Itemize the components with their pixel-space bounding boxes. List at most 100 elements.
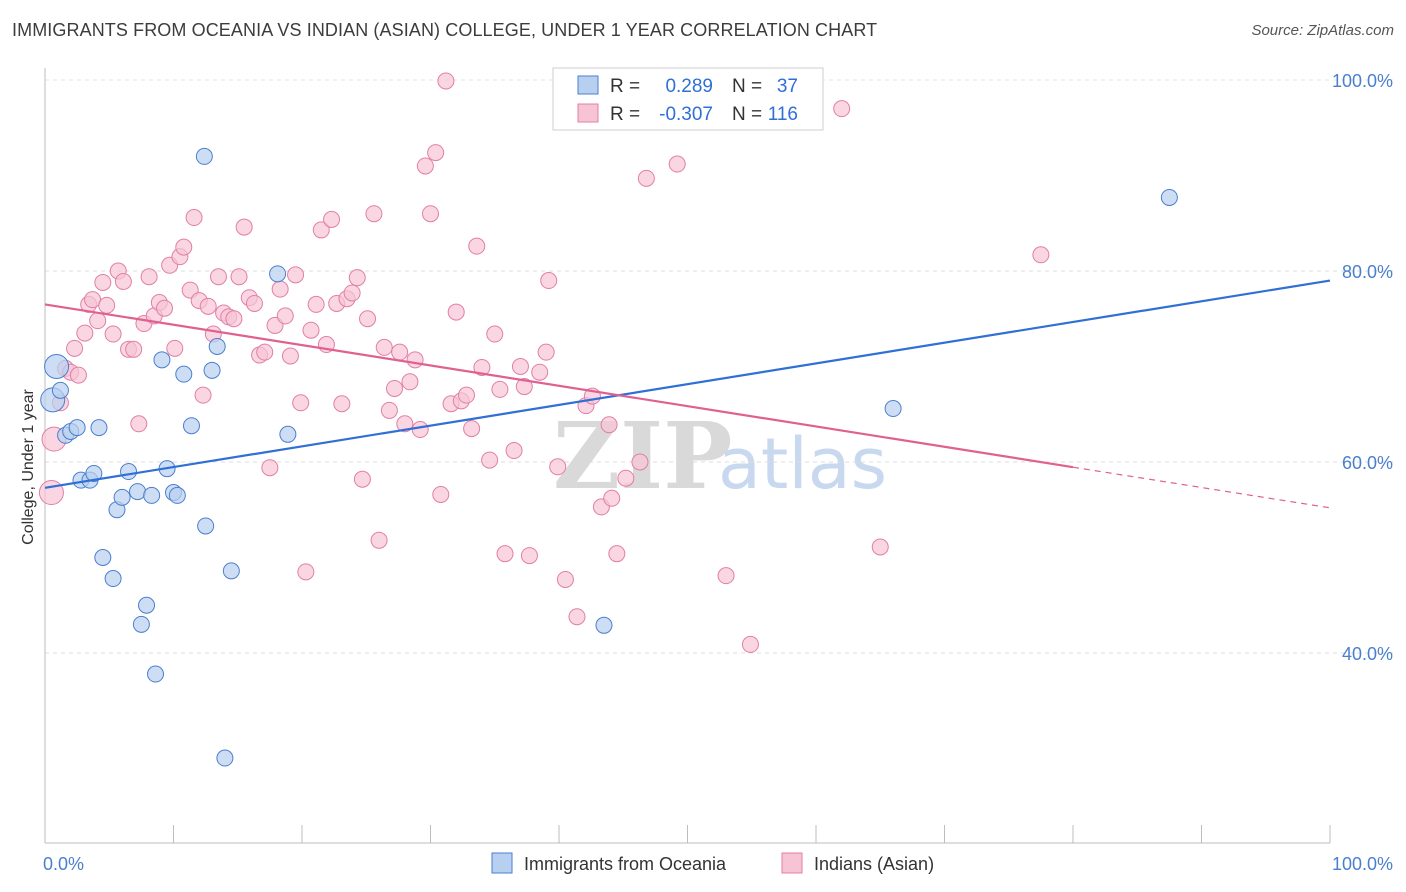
indians-point-80 (447, 303, 465, 321)
indians-point-9 (84, 291, 102, 309)
oceania-point-27 (197, 517, 215, 535)
indians-point-15 (114, 273, 132, 291)
indians-point-41 (245, 294, 263, 312)
axes (44, 68, 1331, 844)
legend-swatch-indians (781, 852, 803, 874)
indians-point-95 (540, 272, 558, 290)
indians-point-98 (556, 570, 574, 588)
indians-point-46 (271, 280, 289, 298)
stats-n-value-blue: 37 (777, 76, 798, 97)
indians-point-69 (391, 343, 409, 361)
oceania-point-16 (132, 615, 150, 633)
indians-point-39 (235, 218, 253, 236)
oceania-point-14 (120, 463, 138, 481)
indians-point-60 (343, 284, 361, 302)
trend-line-indians (44, 303, 1074, 469)
oceania-point-20 (153, 351, 171, 369)
indians-point-84 (468, 237, 486, 255)
indians-point-90 (505, 442, 523, 460)
stats-legend-swatch-pink (577, 103, 599, 123)
oceania-point-28 (203, 361, 221, 379)
indians-point-78 (437, 72, 455, 90)
indians-point-54 (312, 221, 330, 239)
stats-r-value-pink: -0.307 (659, 104, 713, 125)
indians-point-87 (486, 325, 504, 343)
indians-point-76 (427, 144, 445, 162)
indians-point-106 (617, 469, 635, 487)
indians-point-64 (365, 205, 383, 223)
indians-point-91 (511, 358, 529, 375)
y-tick-label-0: 40.0% (1342, 644, 1393, 664)
oceania-point-1 (44, 354, 70, 379)
y-tick-label-2: 80.0% (1342, 262, 1393, 282)
oceania-point-10 (94, 549, 112, 566)
indians-point-34 (209, 268, 227, 286)
indians-point-51 (297, 563, 315, 581)
indians-point-32 (199, 297, 217, 315)
oceania-point-25 (182, 417, 200, 435)
oceania-point-33 (595, 616, 613, 634)
legend-label-oceania: Immigrants from Oceania (524, 854, 727, 874)
gridlines (45, 79, 1395, 654)
stats-n-label-pink: N = (732, 104, 762, 125)
indians-point-107 (631, 453, 649, 471)
oceania-point-24 (175, 365, 193, 383)
stats-r-label-pink: R = (610, 104, 640, 125)
stats-n-value-pink: 116 (768, 104, 798, 125)
indians-point-74 (416, 157, 434, 175)
indians-point-31 (194, 386, 212, 404)
indians-point-72 (406, 351, 424, 369)
indians-point-92 (515, 378, 533, 396)
indians-point-62 (353, 470, 371, 488)
indians-point-10 (89, 312, 107, 330)
indians-point-94 (531, 363, 549, 381)
watermark-atlas: atlas (718, 423, 887, 505)
indians-point-11 (94, 273, 112, 291)
indians-point-0 (38, 480, 64, 506)
indians-point-105 (608, 545, 626, 563)
y-tick-labels: 40.0% 60.0% 80.0% 100.0% (1332, 71, 1393, 664)
indians-point-43 (256, 343, 274, 361)
indians-point-17 (125, 340, 143, 358)
indians-point-73 (411, 421, 429, 439)
oceania-point-32 (279, 425, 297, 443)
indians-point-56 (323, 210, 341, 228)
stats-r-value-blue: 0.289 (665, 76, 713, 97)
stats-r-label-blue: R = (610, 76, 640, 97)
trend-line-extension-indians (1072, 466, 1331, 509)
series-oceania-points (40, 147, 1178, 767)
stats-n-label-blue: N = (732, 76, 762, 97)
indians-point-27 (175, 238, 193, 256)
indians-point-96 (537, 343, 555, 361)
indians-point-93 (520, 547, 538, 565)
indians-point-113 (1032, 246, 1050, 264)
indians-point-61 (348, 269, 366, 287)
watermark: ZIP atlas (553, 402, 887, 510)
indians-point-88 (491, 380, 509, 398)
oceania-point-5 (68, 419, 86, 437)
indians-point-103 (600, 416, 618, 434)
chart-title: IMMIGRANTS FROM OCEANIA VS INDIAN (ASIAN… (12, 20, 878, 40)
indians-point-58 (333, 395, 351, 413)
oceania-point-35 (1160, 188, 1178, 206)
y-tick-label-3: 100.0% (1332, 71, 1393, 91)
indians-point-53 (307, 295, 325, 313)
indians-point-47 (276, 307, 294, 325)
indians-point-104 (603, 489, 621, 507)
indians-point-68 (386, 379, 404, 397)
indians-point-23 (156, 299, 174, 317)
legend-swatch-oceania (491, 852, 513, 874)
source-credit: Source: ZipAtlas.com (1251, 22, 1394, 39)
indians-point-67 (380, 401, 398, 419)
indians-point-66 (375, 338, 393, 356)
indians-point-6 (69, 366, 87, 384)
indians-point-89 (496, 545, 514, 563)
indians-point-111 (741, 635, 759, 653)
indians-point-82 (457, 386, 475, 404)
indians-point-44 (261, 459, 279, 477)
series-indians-asian-points (38, 72, 1050, 653)
indians-point-109 (668, 155, 686, 173)
indians-point-49 (287, 266, 305, 284)
indians-point-114 (833, 100, 851, 118)
